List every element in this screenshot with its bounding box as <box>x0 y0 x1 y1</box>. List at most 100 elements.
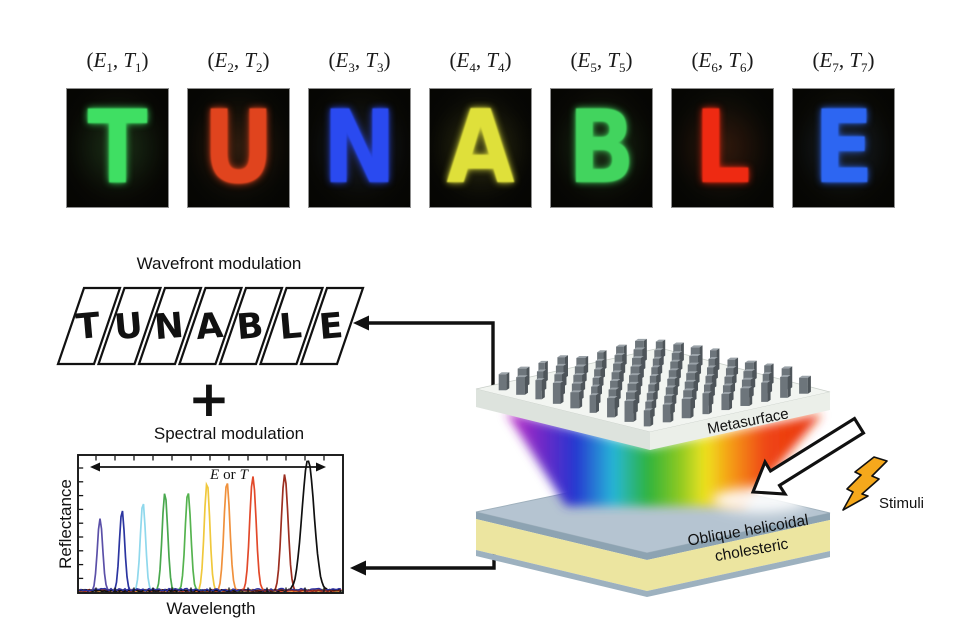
wavefront-letter: E <box>317 306 344 348</box>
hologram-letter: N <box>322 88 397 207</box>
pillar-top <box>557 355 568 358</box>
hologram-panel: U <box>187 88 290 208</box>
pillar-top <box>654 348 664 351</box>
hologram-panel: T <box>66 88 169 208</box>
hologram-label-part: ) <box>625 48 633 72</box>
pillar-front <box>535 380 542 400</box>
hologram-label-part: T <box>607 48 619 72</box>
pillar-top <box>627 381 640 384</box>
hologram-label-part: T <box>244 48 256 72</box>
pillar-top <box>629 373 641 376</box>
pillar-side <box>690 397 694 419</box>
pillar-top <box>649 374 660 376</box>
pillar-top <box>554 372 565 375</box>
hologram-label-part: 6 <box>711 60 718 76</box>
pillar-top <box>651 365 661 368</box>
metasurface-pillars <box>498 338 811 427</box>
hologram-letter: E <box>813 88 874 207</box>
pillar-front <box>643 410 651 427</box>
pillar-top <box>646 391 657 394</box>
spectral-plot-frame <box>77 454 344 594</box>
pillar-top <box>721 392 733 395</box>
wavefront-panel <box>258 286 325 366</box>
pillar-top <box>635 338 647 341</box>
hologram-label-part: 5 <box>619 60 626 76</box>
pillar-top <box>684 379 697 382</box>
pillar-top <box>616 344 627 347</box>
hologram-label-part: 3 <box>377 60 384 76</box>
wavefront-panel <box>299 286 365 366</box>
pillar-side <box>807 375 811 394</box>
range-arrow-right-head <box>316 462 326 472</box>
cholesteric-face-band <box>647 551 830 597</box>
pillar-top <box>673 342 684 345</box>
pillar-top <box>705 374 715 377</box>
hologram-panel: B <box>550 88 653 208</box>
cholesteric-face-band <box>647 513 830 560</box>
pillar-front <box>589 395 596 413</box>
wavefront-panel <box>218 286 284 366</box>
pillar-top <box>536 369 547 372</box>
pillar-top <box>597 350 607 353</box>
pillar-side <box>670 402 674 423</box>
annotation-e: E <box>209 467 220 483</box>
baseline-noise-red <box>239 589 341 592</box>
wavefront-panel <box>96 286 163 366</box>
metasurface-left-face <box>476 389 650 450</box>
hologram-letter: L <box>694 88 751 207</box>
pillar-front <box>570 392 580 409</box>
spectral-plot <box>77 454 344 594</box>
pillar-top <box>706 365 717 368</box>
hologram-label-part: E <box>335 48 349 72</box>
hologram-label: (E6, T6) <box>668 48 778 76</box>
pillar-top <box>743 369 756 372</box>
pillar-top <box>589 393 599 396</box>
hologram-label-part: ( <box>812 48 820 72</box>
hologram-label-part: ( <box>328 48 336 72</box>
hologram-label: (E3, T3) <box>305 48 415 76</box>
schematic <box>350 315 888 597</box>
pillar-top <box>781 366 793 369</box>
hologram-label: (E1, T1) <box>63 48 173 76</box>
hologram-panel: E <box>792 88 895 208</box>
pillar-top <box>710 348 720 351</box>
pillar-side <box>708 391 712 415</box>
hologram-label-part: 7 <box>861 60 868 76</box>
pillar-front <box>607 398 615 418</box>
hologram-label-part: ( <box>86 48 94 72</box>
hologram-label: (E2, T2) <box>184 48 294 76</box>
pillar-top <box>780 375 791 378</box>
pillar-front <box>721 394 730 411</box>
pillar-front <box>498 374 507 391</box>
hologram-label-part: T <box>365 48 377 72</box>
pillar-side <box>787 375 791 398</box>
stimuli-label: Stimuli <box>879 495 925 512</box>
hologram-label-part: E <box>456 48 470 72</box>
hologram-label-part: , <box>475 48 487 72</box>
pillar-top <box>614 353 626 356</box>
pillar-top <box>573 373 586 376</box>
pillar-top <box>668 368 680 371</box>
pillar-top <box>762 372 773 375</box>
hologram-label: (E7, T7) <box>789 48 899 76</box>
pillar-top <box>552 381 564 384</box>
hologram-panel: A <box>429 88 532 208</box>
pillar-top <box>725 366 737 369</box>
pillar-top <box>708 356 718 359</box>
hologram-label-part: 3 <box>348 60 355 76</box>
plus-icon: + <box>188 370 230 428</box>
wavefront-panel <box>137 286 203 366</box>
hologram-label-part: , <box>596 48 608 72</box>
wavefront-letter: A <box>194 306 224 348</box>
annotation-or: or <box>223 467 236 483</box>
pillar-side <box>650 408 654 427</box>
pillar-top <box>686 371 699 374</box>
pillar-front <box>662 404 671 423</box>
pillar-front <box>516 377 525 395</box>
hologram-label-part: 2 <box>227 60 234 76</box>
annotation-t: T <box>239 467 248 483</box>
pillar-front <box>702 393 709 415</box>
pillar-top <box>690 345 703 348</box>
pillar-top <box>571 381 584 384</box>
hologram-label-part: , <box>838 48 850 72</box>
